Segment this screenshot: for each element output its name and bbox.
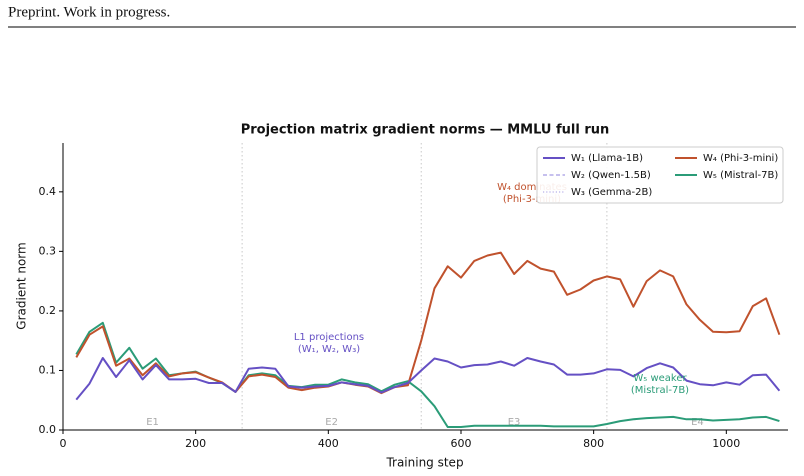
x-tick-label: 600 — [450, 437, 471, 450]
series-line — [75, 357, 781, 401]
x-axis-label: Training step — [385, 456, 463, 470]
legend-label: W₄ (Phi-3-mini) — [703, 153, 778, 164]
epoch-label: E4 — [691, 417, 704, 428]
legend-label: W₃ (Gemma-2B) — [571, 187, 652, 198]
x-tick-label: 200 — [185, 437, 206, 450]
annotation: (Mistral-7B) — [631, 385, 689, 396]
legend-box — [536, 146, 784, 204]
x-tick-label: 400 — [318, 437, 339, 450]
x-tick-label: 0 — [60, 437, 67, 450]
annotation: W₄ dominates — [497, 182, 567, 193]
y-tick-label: 0.3 — [39, 244, 57, 257]
y-axis-label: Gradient norm — [15, 242, 29, 329]
y-tick-label: 0.2 — [39, 304, 57, 317]
x-tick-label: 1000 — [712, 437, 740, 450]
x-tick-label: 800 — [583, 437, 604, 450]
epoch-label: E1 — [146, 417, 159, 428]
epoch-label: E2 — [325, 417, 338, 428]
header: Preprint. Work in progress. — [8, 4, 170, 20]
legend-label: W₂ (Qwen-1.5B) — [571, 170, 651, 181]
chart-title: Projection matrix gradient norms — MMLU … — [241, 123, 610, 138]
y-tick-label: 0.4 — [39, 185, 57, 198]
epoch-label: E3 — [508, 417, 521, 428]
y-tick-label: 0.1 — [39, 363, 57, 376]
legend-label: W₁ (Llama-1B) — [571, 153, 643, 164]
series-line — [75, 251, 781, 395]
legend-label: W₅ (Mistral-7B) — [703, 170, 778, 181]
y-tick-label: 0.0 — [39, 423, 57, 436]
annotation: W₅ weaker — [633, 373, 687, 384]
annotation: (W₁, W₂, W₃) — [298, 344, 360, 355]
annotation: (Phi-3-mini) — [503, 194, 561, 205]
annotation: L1 projections — [294, 332, 364, 343]
